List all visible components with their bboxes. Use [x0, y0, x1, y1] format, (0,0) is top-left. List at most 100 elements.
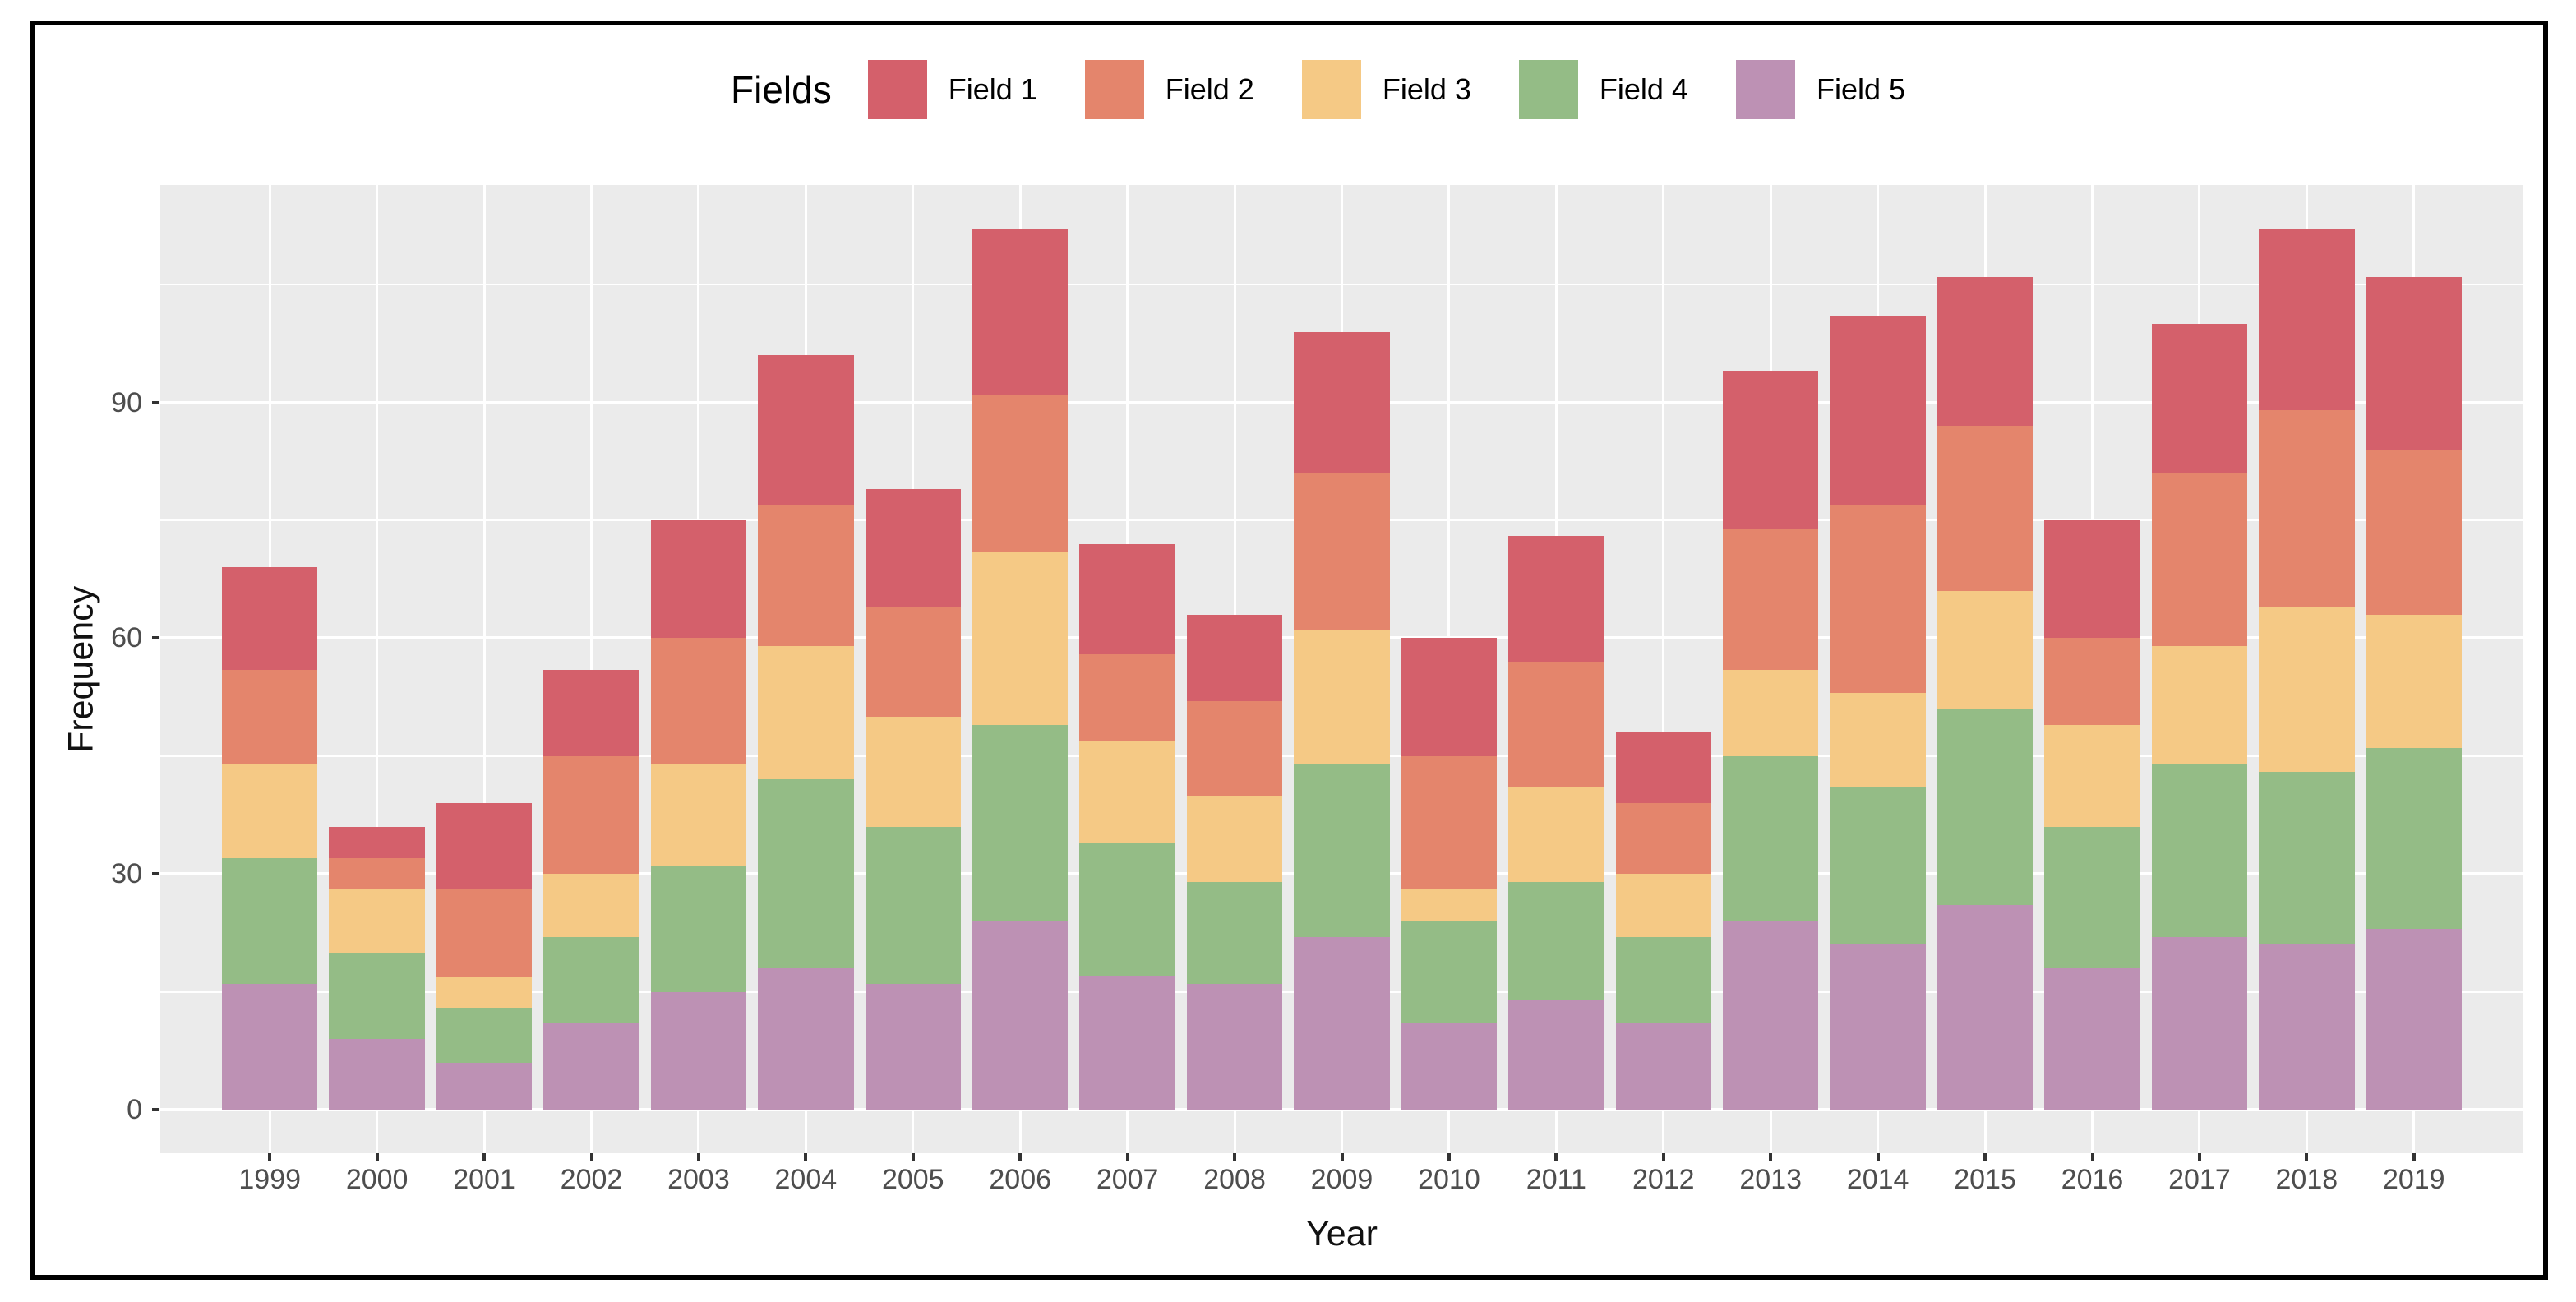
bar-segment-field-3 — [2366, 614, 2462, 749]
bar-segment-field-1 — [2044, 520, 2140, 639]
bar-segment-field-2 — [1615, 803, 1711, 875]
bar-segment-field-3 — [1508, 787, 1604, 882]
bar-segment-field-3 — [758, 645, 854, 780]
bar-segment-field-4 — [758, 779, 854, 968]
x-axis-title: Year — [1306, 1214, 1378, 1254]
bar-segment-field-4 — [543, 936, 639, 1023]
bar-2012 — [1615, 732, 1711, 1110]
bar-2015 — [1937, 276, 2034, 1110]
x-tick-mark — [1554, 1153, 1558, 1161]
bar-segment-field-5 — [2259, 944, 2355, 1110]
bar-segment-field-1 — [1186, 614, 1283, 701]
bar-segment-field-1 — [329, 826, 425, 859]
x-tick-mark — [482, 1153, 487, 1161]
legend-item-label: Field 5 — [1816, 72, 1906, 106]
bar-segment-field-2 — [2366, 449, 2462, 615]
bar-segment-field-3 — [2151, 645, 2248, 764]
bar-2019 — [2366, 276, 2462, 1110]
x-tick-mark — [1018, 1153, 1023, 1161]
bar-segment-field-1 — [222, 567, 318, 670]
legend-item-label: Field 3 — [1382, 72, 1471, 106]
bar-segment-field-4 — [2366, 748, 2462, 930]
bar-segment-field-3 — [1830, 693, 1926, 788]
y-tick-label: 0 — [127, 1094, 142, 1125]
y-axis-title: Frequency — [61, 585, 101, 753]
y-tick-mark — [152, 400, 159, 404]
bar-2004 — [758, 355, 854, 1110]
bar-segment-field-3 — [1615, 874, 1711, 937]
legend-item-field-3: Field 3 — [1301, 60, 1471, 119]
bar-segment-field-3 — [650, 764, 747, 866]
bar-segment-field-5 — [543, 1023, 639, 1110]
bar-segment-field-3 — [543, 874, 639, 937]
x-tick-mark — [375, 1153, 379, 1161]
bar-2006 — [972, 229, 1069, 1110]
x-tick-mark — [1447, 1153, 1451, 1161]
bar-segment-field-3 — [2259, 607, 2355, 772]
legend-item-label: Field 1 — [948, 72, 1037, 106]
bar-segment-field-3 — [1401, 889, 1498, 921]
bar-segment-field-1 — [1723, 371, 1819, 529]
bar-segment-field-2 — [972, 395, 1069, 552]
bar-segment-field-1 — [1401, 638, 1498, 756]
bar-segment-field-4 — [436, 1007, 533, 1063]
y-tick-label: 90 — [111, 386, 142, 418]
x-tick-label: 2016 — [2061, 1164, 2124, 1195]
bar-segment-field-5 — [1294, 936, 1390, 1110]
bar-segment-field-1 — [865, 488, 961, 607]
legend-item-field-2: Field 2 — [1084, 60, 1254, 119]
bar-segment-field-2 — [865, 607, 961, 718]
bar-segment-field-4 — [1079, 842, 1175, 976]
bar-segment-field-2 — [329, 858, 425, 890]
bar-2005 — [865, 488, 961, 1110]
bar-2007 — [1079, 543, 1175, 1110]
bar-segment-field-4 — [1508, 881, 1604, 1000]
bar-segment-field-5 — [436, 1062, 533, 1110]
bar-segment-field-4 — [650, 866, 747, 992]
bar-segment-field-1 — [1079, 543, 1175, 654]
y-tick-mark — [152, 1108, 159, 1111]
figure-frame: Fields Field 1 Field 2 Field 3 Field 4 Field… — [30, 21, 2548, 1280]
x-tick-mark — [1340, 1153, 1344, 1161]
x-tick-mark — [589, 1153, 593, 1161]
x-tick-label: 1999 — [238, 1164, 302, 1195]
bar-segment-field-5 — [329, 1038, 425, 1110]
bar-segment-field-5 — [2366, 929, 2462, 1110]
bar-segment-field-5 — [1079, 976, 1175, 1110]
x-major-gridline — [590, 185, 593, 1153]
legend-key-swatch — [1084, 60, 1144, 119]
bar-segment-field-5 — [1401, 1023, 1498, 1110]
bar-segment-field-3 — [1723, 669, 1819, 756]
legend-key-swatch — [867, 60, 927, 119]
bar-segment-field-4 — [222, 858, 318, 985]
bar-segment-field-2 — [1401, 755, 1498, 890]
x-tick-label: 2009 — [1310, 1164, 1373, 1195]
legend-item-field-1: Field 1 — [867, 60, 1037, 119]
x-tick-label: 2011 — [1526, 1164, 1586, 1195]
bar-2010 — [1401, 638, 1498, 1110]
bar-segment-field-5 — [2044, 967, 2140, 1110]
bar-segment-field-3 — [865, 717, 961, 827]
y-tick-label: 60 — [111, 622, 142, 654]
bar-segment-field-4 — [2044, 826, 2140, 968]
bar-segment-field-1 — [758, 355, 854, 505]
bar-segment-field-4 — [1830, 787, 1926, 945]
legend-item-label: Field 4 — [1599, 72, 1688, 106]
x-tick-mark — [1661, 1153, 1665, 1161]
bar-segment-field-2 — [2151, 473, 2248, 646]
x-tick-mark — [2412, 1153, 2416, 1161]
bar-segment-field-5 — [1508, 1000, 1604, 1110]
x-tick-label: 2006 — [989, 1164, 1052, 1195]
bar-2016 — [2044, 520, 2140, 1110]
x-tick-label: 2017 — [2168, 1164, 2231, 1195]
bar-segment-field-4 — [1615, 936, 1711, 1023]
bar-segment-field-1 — [2366, 276, 2462, 450]
bar-segment-field-2 — [1294, 473, 1390, 630]
bar-segment-field-1 — [2151, 324, 2248, 473]
bar-segment-field-1 — [650, 520, 747, 639]
bar-segment-field-5 — [865, 984, 961, 1110]
bar-segment-field-5 — [1615, 1023, 1711, 1110]
x-tick-label: 2013 — [1739, 1164, 1803, 1195]
bar-segment-field-1 — [1508, 536, 1604, 663]
